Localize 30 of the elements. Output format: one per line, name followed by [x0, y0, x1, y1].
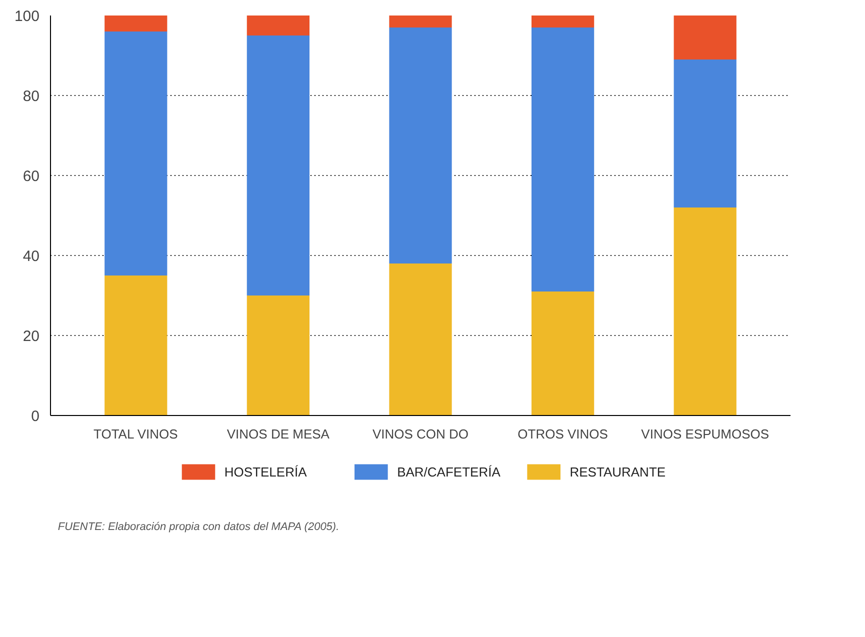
x-tick-label: VINOS DE MESA [226, 426, 330, 442]
legend-label: RESTAURANTE [570, 464, 666, 480]
x-tick-label: OTROS VINOS [518, 426, 608, 442]
bar [674, 60, 736, 208]
bar [246, 296, 310, 416]
x-tick-label: VINOS CON DO [372, 426, 469, 442]
bar [104, 276, 168, 416]
bar [389, 16, 452, 28]
x-tick-label: TOTAL VINOS [94, 426, 178, 442]
bar [246, 36, 310, 296]
bar [674, 16, 736, 60]
y-tick-label: 0 [31, 408, 40, 425]
y-tick-label: 60 [22, 168, 40, 185]
y-tick-label: 80 [22, 88, 40, 105]
bar [104, 32, 168, 276]
legend-label: HOSTELERÍA [224, 464, 308, 480]
legend-label: BAR/CAFETERÍA [397, 464, 501, 480]
bar [104, 16, 168, 32]
bar [532, 16, 594, 28]
x-tick-label: VINOS ESPUMOSOS [641, 426, 770, 442]
source-note: FUENTE: Elaboración propia con datos del MAPA (2005). [58, 521, 340, 533]
y-tick-label: 40 [22, 248, 40, 265]
bar [246, 16, 310, 36]
bar [532, 292, 594, 416]
bar [674, 208, 736, 416]
bar [532, 28, 594, 292]
y-tick-label: 20 [22, 328, 40, 345]
bar [389, 28, 452, 264]
bar [389, 264, 452, 416]
y-tick-label: 100 [14, 8, 40, 25]
